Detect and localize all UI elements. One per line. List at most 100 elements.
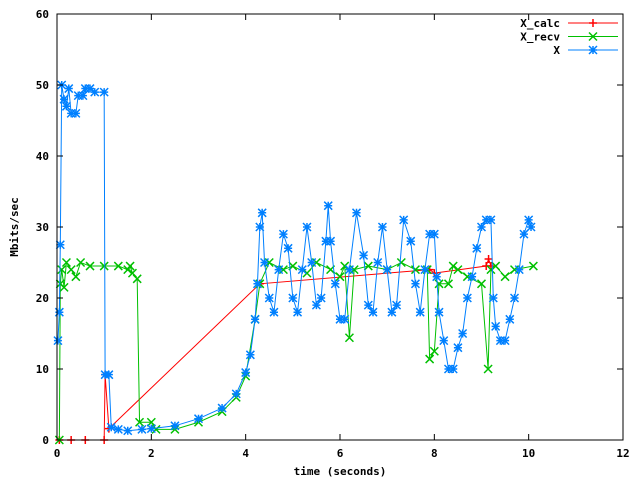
- data-point: [387, 307, 397, 317]
- data-point: [104, 370, 114, 380]
- y-axis-label: Mbits/sec: [8, 197, 21, 257]
- data-point: [351, 208, 362, 218]
- data-point: [340, 261, 350, 271]
- plot-border: [56, 13, 624, 441]
- data-point: [264, 293, 274, 303]
- data-point: [524, 215, 534, 225]
- data-point: [53, 336, 63, 346]
- data-point: [420, 265, 430, 275]
- legend-label: X: [553, 44, 560, 57]
- series-x: [53, 80, 536, 436]
- data-point: [330, 279, 340, 289]
- data-point: [429, 346, 439, 356]
- legend-marker: [588, 31, 598, 42]
- data-point: [406, 236, 416, 246]
- data-point: [76, 257, 86, 268]
- data-point: [193, 414, 204, 424]
- data-point: [505, 314, 515, 324]
- data-point: [519, 229, 529, 239]
- data-point: [61, 101, 71, 111]
- data-point: [71, 272, 81, 282]
- data-point: [344, 333, 354, 343]
- data-point: [434, 307, 444, 317]
- data-point: [302, 222, 312, 232]
- data-point: [132, 274, 142, 284]
- data-point: [85, 84, 95, 94]
- data-point: [425, 354, 435, 364]
- data-point: [321, 236, 331, 246]
- data-point: [335, 314, 345, 324]
- legend-label: X_recv: [520, 31, 560, 44]
- x-tick-label: 8: [431, 447, 438, 460]
- data-point: [57, 265, 67, 275]
- y-tick-label: 30: [36, 221, 49, 234]
- data-point: [106, 422, 116, 432]
- data-point: [252, 279, 262, 289]
- data-point: [495, 336, 505, 346]
- data-point: [283, 243, 293, 253]
- data-point: [326, 236, 336, 246]
- data-point: [396, 257, 406, 268]
- series-line: [57, 84, 532, 432]
- data-point: [491, 321, 501, 331]
- data-point: [80, 84, 90, 94]
- data-point: [429, 229, 439, 239]
- data-point: [439, 336, 449, 346]
- data-point: [288, 293, 298, 303]
- data-point: [66, 265, 76, 275]
- data-point: [481, 215, 491, 225]
- data-point: [483, 364, 493, 374]
- x-tick-label: 2: [148, 447, 155, 460]
- data-point: [443, 364, 454, 374]
- data-point: [54, 307, 64, 317]
- y-tick-label: 50: [36, 79, 49, 92]
- data-point: [231, 389, 241, 399]
- y-tick-label: 20: [36, 292, 49, 305]
- data-point: [368, 307, 378, 317]
- data-point: [359, 250, 369, 260]
- data-point: [462, 293, 472, 303]
- legend-marker: [589, 19, 597, 27]
- data-point: [340, 314, 350, 324]
- x-tick-label: 10: [522, 447, 535, 460]
- data-point: [245, 350, 255, 360]
- data-point: [448, 364, 458, 374]
- legend-marker: [588, 45, 598, 55]
- data-point: [90, 87, 100, 97]
- data-point: [476, 279, 487, 289]
- data-point: [302, 268, 312, 278]
- data-point: [491, 261, 501, 271]
- x-tick-label: 0: [54, 447, 61, 460]
- data-point: [260, 257, 270, 268]
- data-point: [335, 272, 345, 282]
- data-point: [135, 417, 145, 427]
- data-point: [344, 265, 354, 275]
- data-point: [410, 279, 420, 289]
- data-point: [61, 257, 71, 268]
- data-point: [377, 222, 387, 232]
- data-point: [458, 328, 468, 339]
- data-point: [297, 265, 307, 275]
- series-x-recv: [54, 257, 538, 445]
- x-tick-label: 4: [242, 447, 249, 460]
- data-point: [472, 243, 482, 253]
- data-point: [432, 272, 442, 282]
- data-point: [425, 229, 435, 239]
- x-tick-label: 6: [337, 447, 344, 460]
- data-point: [311, 300, 321, 310]
- data-point: [410, 265, 420, 275]
- y-tick-label: 10: [36, 363, 49, 376]
- series-line: [59, 257, 492, 441]
- data-point: [363, 261, 373, 271]
- data-point: [99, 87, 109, 97]
- data-point: [113, 261, 123, 271]
- data-point: [448, 261, 458, 271]
- data-point: [217, 403, 227, 413]
- data-point: [373, 257, 383, 268]
- y-tick-label: 60: [36, 8, 49, 21]
- data-point: [170, 421, 180, 431]
- data-point: [250, 314, 260, 324]
- data-point: [257, 208, 267, 218]
